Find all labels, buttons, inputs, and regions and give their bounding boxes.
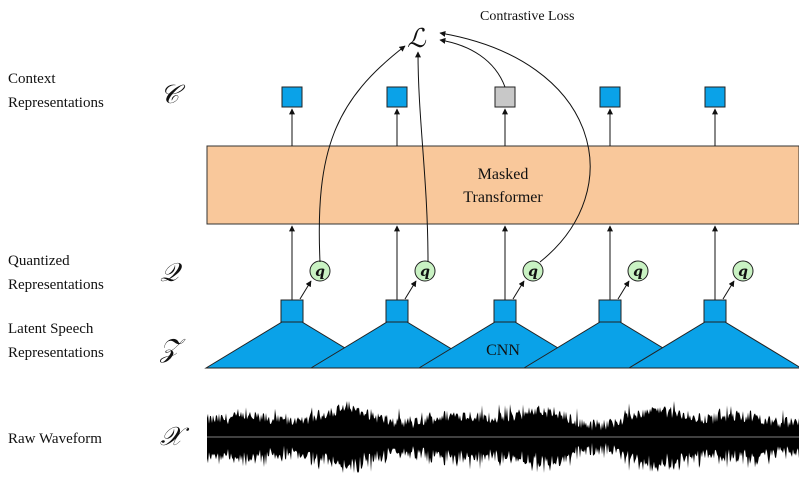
quantized-label-line2: Representations (8, 277, 104, 293)
arrow-to-quantizer-1 (299, 280, 312, 300)
latent-label-line2: Representations (8, 345, 104, 361)
contrastive-loss-label: Contrastive Loss (480, 9, 575, 24)
quantized-label-line1: Quantized (8, 253, 70, 269)
arrow-to-quantizer-4 (617, 280, 630, 300)
context-square-1 (281, 86, 303, 108)
latent-square-2 (385, 299, 409, 323)
context-label-line1: Context (8, 71, 56, 87)
timestep-4: q (598, 86, 649, 323)
timestep-2: q (385, 86, 436, 323)
latent-square-4 (598, 299, 622, 323)
quantized-symbol: 𝒬 (160, 258, 183, 288)
masked-transformer-block (206, 145, 799, 225)
arrow-to-quantizer-3 (512, 280, 525, 300)
quantizer-symbol-5: q (738, 264, 748, 280)
quantizer-symbol-3: q (528, 264, 538, 280)
cnn-encoder (204, 321, 799, 369)
loss-arrow-from-c3 (439, 37, 506, 88)
latent-label-line1: Latent Speech (8, 321, 94, 337)
loss-arrow-from-q1 (318, 45, 406, 263)
raw-waveform-label: Raw Waveform (8, 431, 102, 447)
cnn-label: CNN (486, 342, 520, 359)
arrow-to-quantizer-2 (404, 280, 417, 300)
arrow-to-quantizer-5 (722, 280, 735, 300)
timestep-3: q (493, 86, 544, 323)
context-square-3 (494, 86, 516, 108)
quantizer-circle-5 (732, 260, 754, 282)
raw-waveform (207, 401, 799, 473)
context-symbol: 𝒞 (160, 80, 186, 110)
loss-arrow-from-q2 (415, 51, 429, 263)
quantizer-circle-2 (414, 260, 436, 282)
context-label-line2: Representations (8, 95, 104, 111)
quantizer-symbol-2: q (420, 264, 430, 280)
quantizer-symbol-4: q (633, 264, 643, 280)
transformer-label-line2: Transformer (463, 189, 543, 206)
latent-square-1 (280, 299, 304, 323)
timestep-5: q (703, 86, 754, 323)
latent-symbol: 𝒵 (159, 334, 186, 364)
loss-arrows (318, 30, 591, 263)
timestep-1: q (280, 86, 331, 323)
latent-square-3 (493, 299, 517, 323)
transformer-label-line1: Masked (478, 166, 529, 183)
raw-waveform-symbol: 𝒳 (160, 422, 190, 452)
quantizer-circle-4 (627, 260, 649, 282)
context-square-5 (704, 86, 726, 108)
loss-symbol: ℒ (407, 24, 427, 54)
quantizer-symbol-1: q (315, 264, 325, 280)
quantizer-circle-3 (522, 260, 544, 282)
latent-square-5 (703, 299, 727, 323)
context-square-4 (599, 86, 621, 108)
context-square-2 (386, 86, 408, 108)
loss-arrow-from-q3 (439, 30, 591, 263)
